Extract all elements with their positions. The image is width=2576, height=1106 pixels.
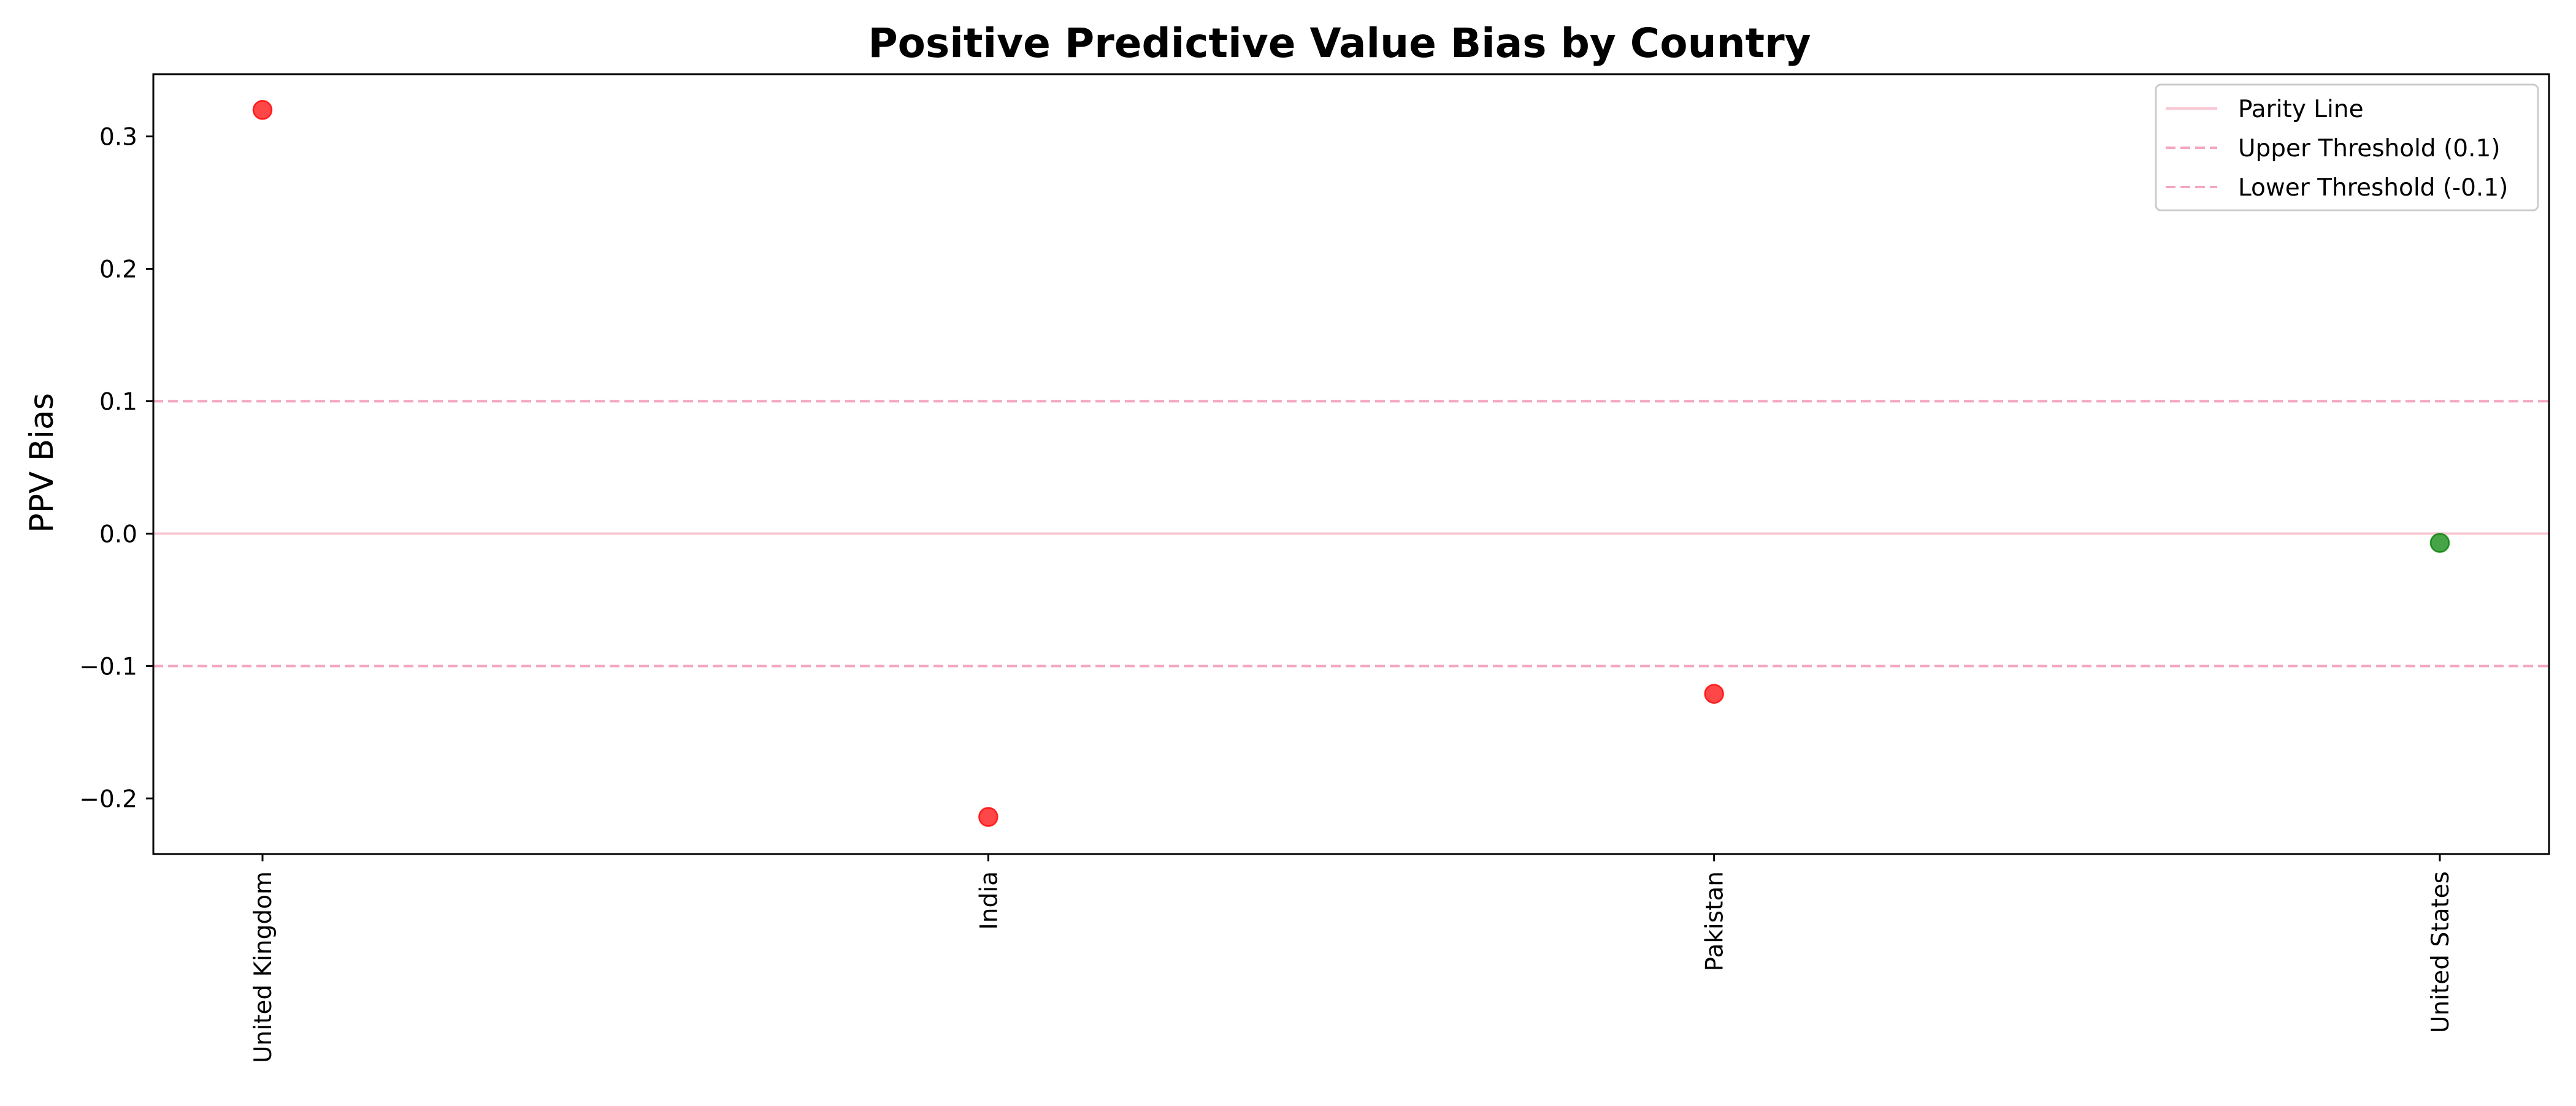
legend-label: Parity Line bbox=[2238, 96, 2364, 123]
reference-lines bbox=[153, 400, 2549, 668]
y-tick-label: 0.2 bbox=[99, 256, 137, 283]
data-points bbox=[252, 100, 2450, 827]
y-axis: 0.3 0.2 0.1 0.0 −0.1 −0.2 bbox=[79, 124, 153, 813]
legend-label: Lower Threshold (-0.1) bbox=[2238, 174, 2508, 202]
x-axis: United Kingdom India Pakistan United States bbox=[250, 854, 2455, 1063]
y-axis-label: PPV Bias bbox=[23, 393, 61, 533]
legend-label: Upper Threshold (0.1) bbox=[2238, 135, 2501, 162]
legend-box bbox=[2155, 83, 2539, 212]
x-tick-label: United States bbox=[2427, 871, 2455, 1033]
data-point bbox=[1704, 684, 1724, 704]
x-tick-label: India bbox=[975, 871, 1003, 930]
x-tick-label: Pakistan bbox=[1701, 871, 1729, 971]
plot-frame bbox=[152, 73, 2550, 855]
x-tick-label: United Kingdom bbox=[250, 871, 277, 1063]
y-tick-label: 0.1 bbox=[99, 388, 137, 416]
legend: Parity Line Upper Threshold (0.1) Lower Th… bbox=[2155, 83, 2539, 212]
y-tick-label: 0.3 bbox=[99, 124, 137, 151]
y-tick-label: 0.0 bbox=[99, 521, 137, 548]
data-point bbox=[2429, 533, 2450, 553]
data-point bbox=[978, 807, 999, 827]
chart-title: Positive Predictive Value Bias by Countr… bbox=[868, 20, 1811, 67]
y-tick-label: −0.2 bbox=[79, 785, 137, 813]
y-tick-label: −0.1 bbox=[79, 653, 137, 681]
data-point bbox=[252, 100, 273, 120]
